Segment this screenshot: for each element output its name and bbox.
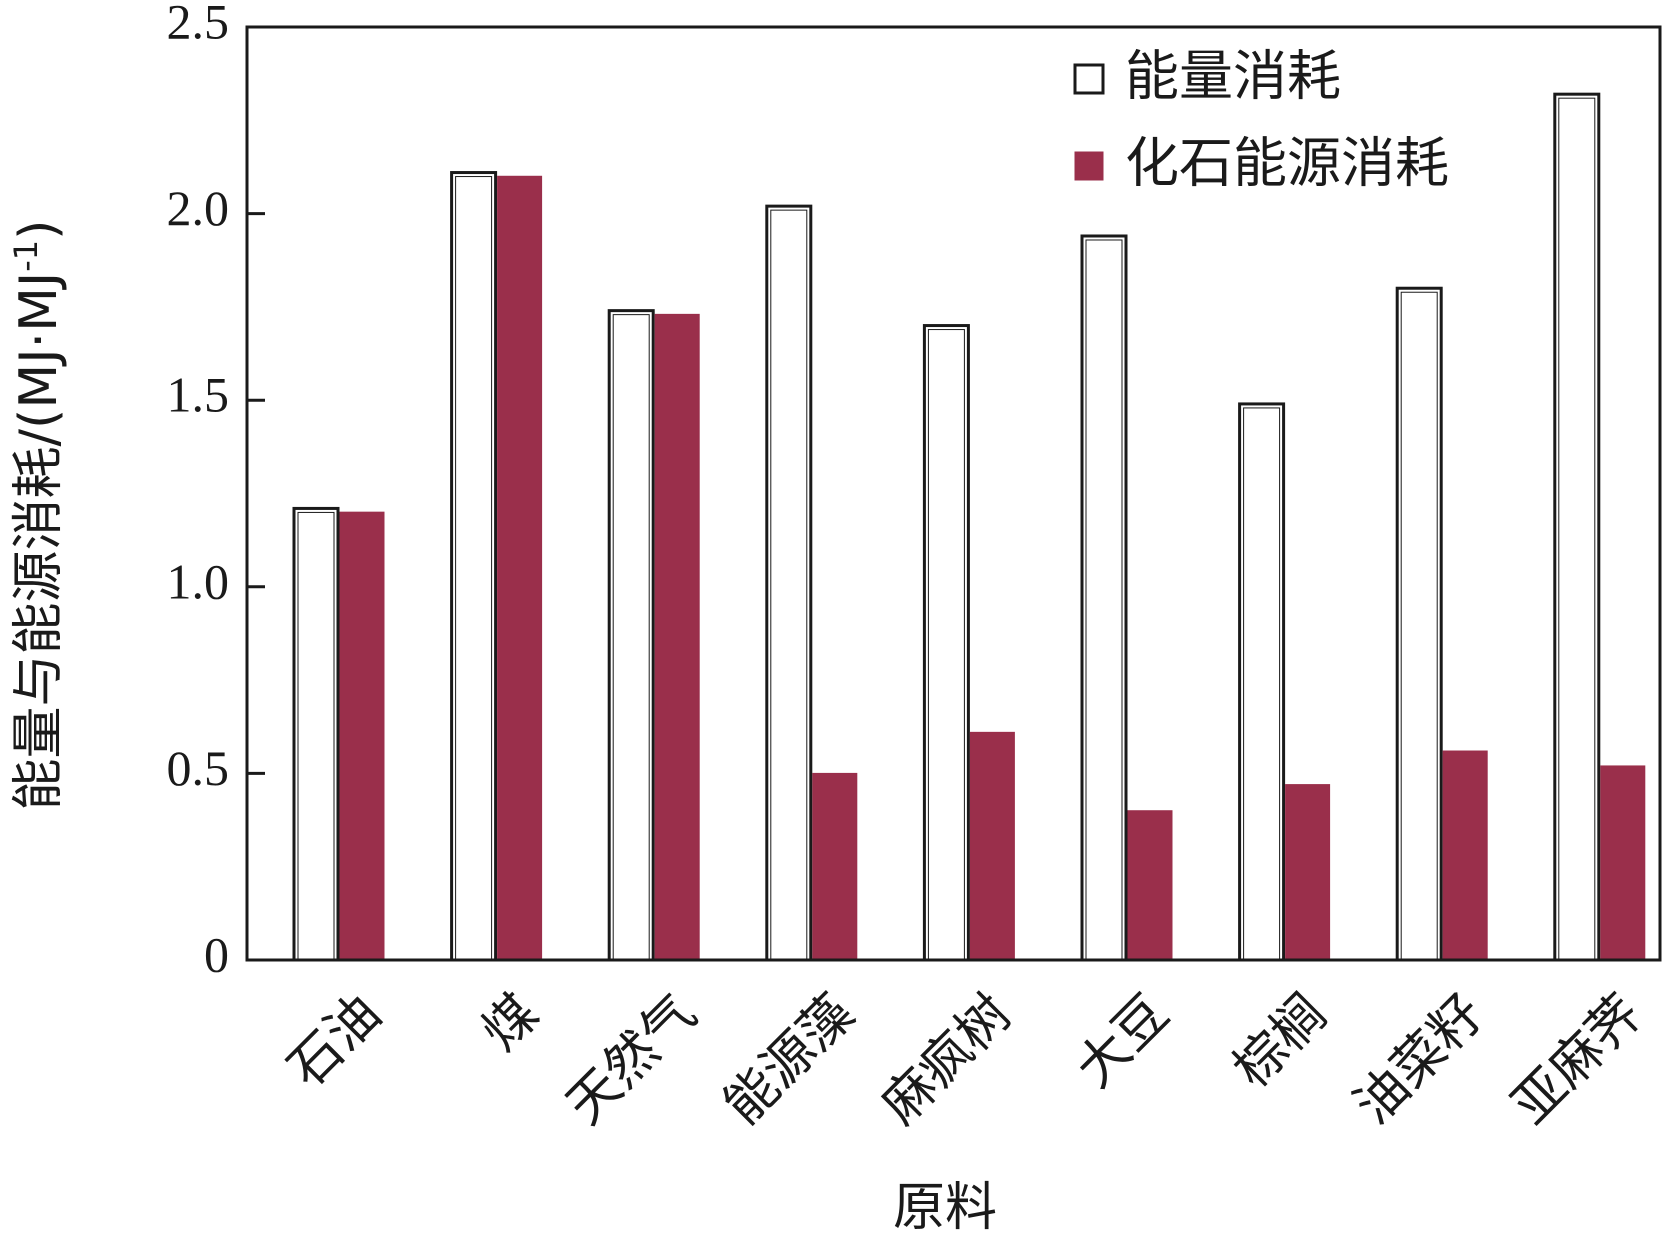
bar-energy-5: [1080, 234, 1128, 962]
bar-fossil-3: [812, 772, 858, 961]
y-axis-title: 能量与能源消耗/(MJ·MJ-1): [7, 220, 69, 811]
y-tick-label-4: 2.0: [167, 180, 230, 236]
legend-label-0: 能量消耗: [1125, 45, 1341, 108]
bar-energy-3: [765, 204, 813, 962]
x-tick-label-6: 棕榈: [1222, 983, 1338, 1099]
axes-layer: [245, 25, 1662, 962]
bar-fossil-6: [1285, 784, 1331, 961]
bar-fossil-4: [969, 731, 1015, 961]
x-tick-label-4: 麻疯树: [870, 983, 1023, 1136]
bar-energy-8: [1553, 92, 1601, 962]
y-tick-label-2: 1.0: [167, 553, 230, 609]
plot-frame: [245, 25, 1662, 962]
x-tick-label-8: 亚麻荠: [1501, 983, 1654, 1136]
bar-energy-1: [450, 171, 498, 962]
x-tick-label-7: 油菜籽: [1343, 983, 1496, 1136]
y-tick-label-0: 0: [204, 926, 229, 982]
y-tick-label-3: 1.5: [167, 367, 230, 423]
bars-layer: [292, 92, 1646, 962]
x-tick-label-3: 能源藻: [713, 983, 866, 1136]
bar-fossil-8: [1600, 765, 1646, 961]
y-axis-title-sup: -1: [7, 240, 45, 272]
y-axis-title-close: ): [9, 220, 69, 240]
x-tick-label-2: 天然气: [555, 983, 708, 1136]
x-tick-label-5: 大豆: [1065, 983, 1181, 1099]
y-axis-title-main: 能量与能源消耗/(MJ·MJ: [9, 272, 69, 811]
bar-energy-4: [922, 324, 970, 962]
bar-fossil-2: [654, 313, 700, 961]
bar-energy-2: [607, 309, 655, 962]
bar-fossil-0: [339, 511, 385, 961]
bar-fossil-1: [497, 175, 543, 961]
y-tick-label-5: 2.5: [167, 0, 230, 49]
bar-energy-6: [1238, 402, 1286, 962]
bar-energy-7: [1395, 286, 1443, 962]
bar-fossil-5: [1127, 810, 1173, 961]
bar-energy-0: [292, 506, 340, 962]
x-tick-label-0: 石油: [277, 983, 393, 1099]
bar-fossil-7: [1442, 750, 1488, 961]
legend-label-1: 化石能源消耗: [1125, 132, 1449, 195]
x-axis-title: 原料: [893, 1178, 997, 1238]
x-tick-label-1: 煤: [471, 983, 550, 1062]
y-tick-label-1: 0.5: [167, 740, 230, 796]
legend-swatch-0: [1073, 63, 1105, 95]
legend-swatch-1: [1074, 151, 1104, 181]
